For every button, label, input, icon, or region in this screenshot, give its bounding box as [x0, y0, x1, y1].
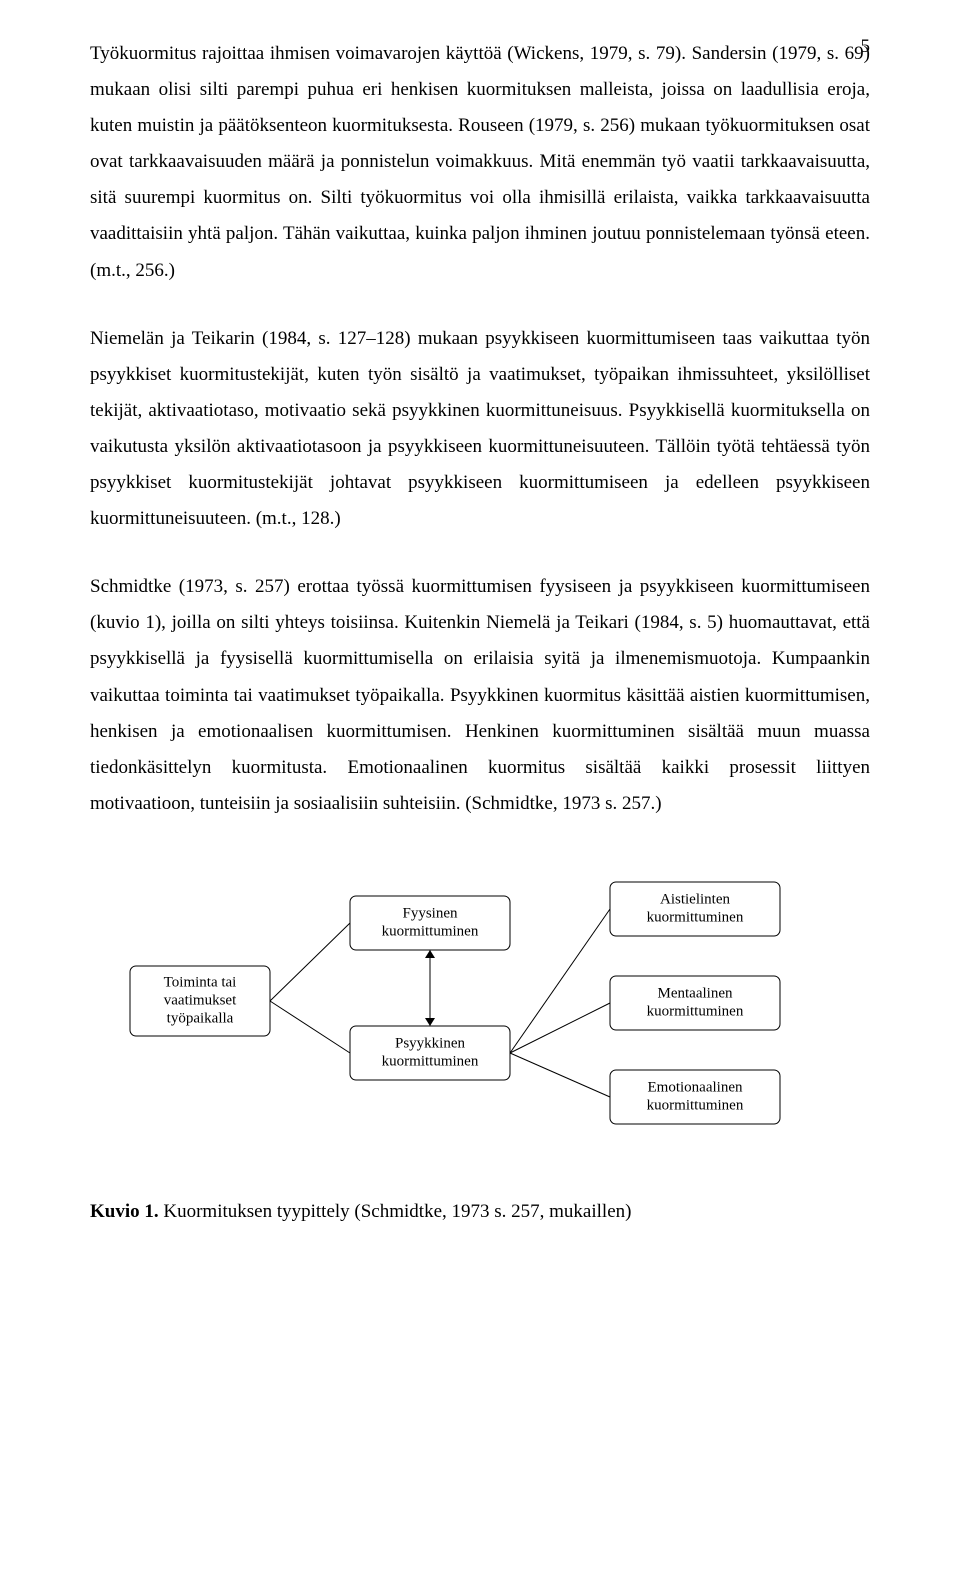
caption-text: Kuormituksen tyypittely (Schmidtke, 1973… [159, 1201, 632, 1222]
flowchart-node-label: Mentaalinen [658, 985, 733, 1001]
flowchart-node-label: Toiminta tai [164, 974, 237, 990]
flowchart-node-label: Aistielinten [660, 891, 730, 907]
flowchart-node-label: kuormittuminen [382, 923, 479, 939]
flowchart-node-label: kuormittuminen [647, 909, 744, 925]
paragraph-1: Työkuormitus rajoittaa ihmisen voimavaro… [90, 36, 870, 289]
flowchart-diagram: Toiminta tai vaatimukset työpaikalla Fyysin… [90, 856, 870, 1161]
page: 5 Työkuormitus rajoittaa ihmisen voimava… [0, 0, 960, 1593]
paragraph-2: Niemelän ja Teikarin (1984, s. 127–128) … [90, 321, 870, 538]
flowchart-node-label: Psyykkinen [395, 1035, 466, 1051]
flowchart-node-label: kuormittuminen [647, 1097, 744, 1113]
flowchart-node-label: vaatimukset [164, 992, 237, 1008]
figure-caption: Kuvio 1. Kuormituksen tyypittely (Schmid… [90, 1201, 870, 1223]
flowchart-svg: Toiminta tai vaatimukset työpaikalla Fyysin… [90, 856, 830, 1156]
flowchart-node-label: Fyysinen [402, 905, 458, 921]
paragraph-3: Schmidtke (1973, s. 257) erottaa työssä … [90, 569, 870, 822]
flowchart-node-label: Emotionaalinen [648, 1079, 743, 1095]
caption-label: Kuvio 1. [90, 1201, 159, 1222]
flowchart-node-label: työpaikalla [167, 1010, 234, 1026]
flowchart-node-label: kuormittuminen [647, 1003, 744, 1019]
flowchart-node-label: kuormittuminen [382, 1053, 479, 1069]
page-number: 5 [861, 36, 871, 58]
